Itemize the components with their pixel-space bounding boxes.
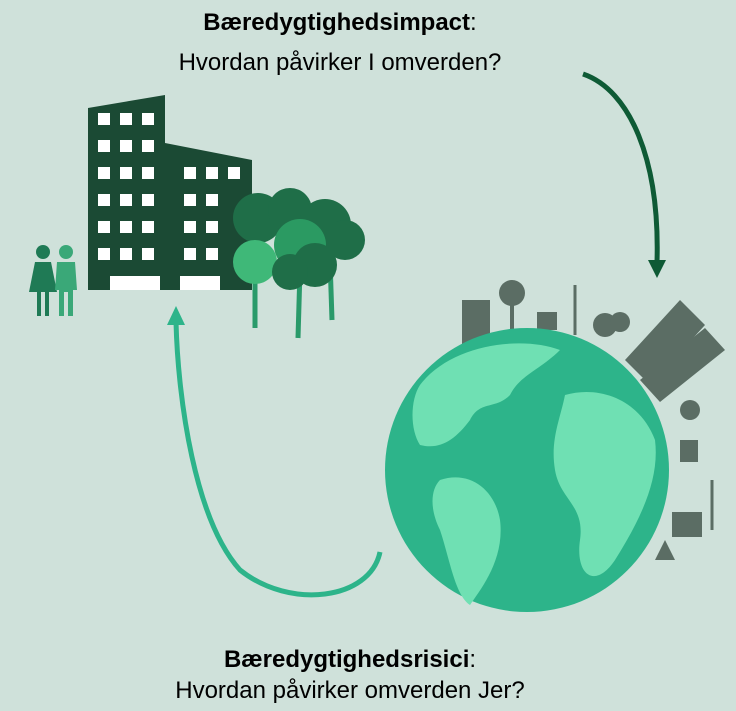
risk-heading: Bæredygtighedsrisici:: [10, 645, 690, 675]
arrow-impact: [582, 71, 666, 278]
risk-colon: :: [469, 646, 477, 673]
building: [88, 95, 252, 290]
risk-title: Bæredygtighedsrisici: [223, 646, 470, 673]
impact-title: Bæredygtighedsimpact: [203, 9, 471, 36]
trees: [233, 188, 365, 339]
arrow-risk: [167, 306, 383, 598]
people: [29, 245, 77, 316]
impact-question: Hvordan påvirker I omverden?: [178, 49, 502, 76]
impact-heading: Bæredygtighedsimpact:: [0, 8, 680, 38]
risk-question: Hvordan påvirker omverden Jer?: [175, 677, 525, 704]
impact-colon: :: [470, 9, 477, 36]
city-skyline: [462, 280, 725, 560]
globe: [385, 328, 669, 612]
